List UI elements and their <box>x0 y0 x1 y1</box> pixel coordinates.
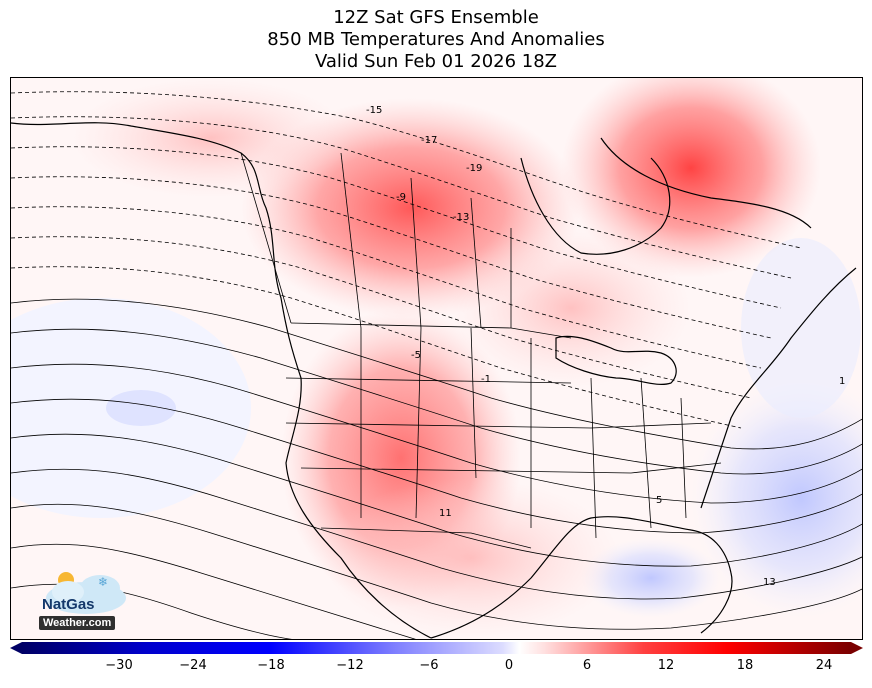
contour-label-neg17: -17 <box>421 135 437 146</box>
quebec-warm-anomaly <box>561 78 821 278</box>
logo-site: Weather.com <box>39 616 116 630</box>
logo-brand: NatGas <box>42 596 95 613</box>
contour-label-neg13: -13 <box>453 212 469 223</box>
contour-label-pos5: 5 <box>656 495 662 506</box>
negative-isotherms <box>11 91 802 429</box>
atlantic-coastline <box>700 267 857 509</box>
colorbar-tick: −18 <box>257 658 285 673</box>
colorbar-high-extend <box>851 642 863 654</box>
colorbar-low-extend <box>10 642 22 654</box>
colorbar-tick: −30 <box>105 658 133 673</box>
colorbar-tick: 6 <box>582 658 592 673</box>
central-canada-warm <box>451 228 691 388</box>
nw-atlantic-cool <box>741 238 861 418</box>
colorbar-tick: 12 <box>657 658 675 673</box>
logo-cloud-icon: ❄ <box>46 572 126 614</box>
positive-isotherms <box>11 298 862 639</box>
contour-label-neg19: -19 <box>466 163 482 174</box>
colorbar-tick: −24 <box>179 658 207 673</box>
contour-label-pos11: 11 <box>439 508 452 519</box>
colorbar-tick: 24 <box>815 658 833 673</box>
great-lakes <box>555 335 677 385</box>
pacific-cool-spot <box>106 390 176 426</box>
political-borders <box>240 152 722 549</box>
contour-label-neg1: -1 <box>481 374 491 385</box>
title-line-2: 850 MB Temperatures And Anomalies <box>267 29 605 50</box>
map-svg: -19 -17 -15 -13 -9 -5 -1 1 5 11 13 <box>11 78 862 639</box>
hudson-bay-coast <box>520 157 671 255</box>
colorbar-gradient <box>22 642 851 654</box>
gulf-coastline <box>430 516 733 639</box>
natgasweather-logo: ❄ NatGas Weather.com <box>36 560 136 635</box>
colorbar <box>10 642 863 654</box>
mexico-warm-anomaly <box>321 478 621 638</box>
labrador-coast <box>600 137 812 229</box>
contour-label-pos1: 1 <box>839 376 845 387</box>
contour-label-neg9: -9 <box>396 192 406 203</box>
map-panel: -19 -17 -15 -13 -9 -5 -1 1 5 11 13 <box>10 77 863 640</box>
alaska-warm-anomaly <box>71 78 351 198</box>
contour-label-neg5: -5 <box>411 350 421 361</box>
coastlines <box>11 122 857 639</box>
us-mexico-border <box>320 527 532 549</box>
colorbar-tick: −6 <box>419 658 439 673</box>
colorbar-tick: 0 <box>504 658 514 673</box>
colorbar-tick: −12 <box>336 658 364 673</box>
map-title: 12Z Sat GFS Ensemble 850 MB Temperatures… <box>0 7 872 73</box>
pacific-coastline <box>11 122 432 639</box>
colorbar-tick-labels: −30 −24 −18 −12 −6 0 6 12 18 24 <box>0 658 872 678</box>
contour-label-neg15: -15 <box>366 105 382 116</box>
colorbar-tick: 18 <box>736 658 754 673</box>
title-line-3: Valid Sun Feb 01 2026 18Z <box>314 51 558 72</box>
contour-label-pos13: 13 <box>763 577 776 588</box>
snowflake-icon: ❄ <box>98 575 108 589</box>
title-line-1: 12Z Sat GFS Ensemble <box>333 7 539 28</box>
